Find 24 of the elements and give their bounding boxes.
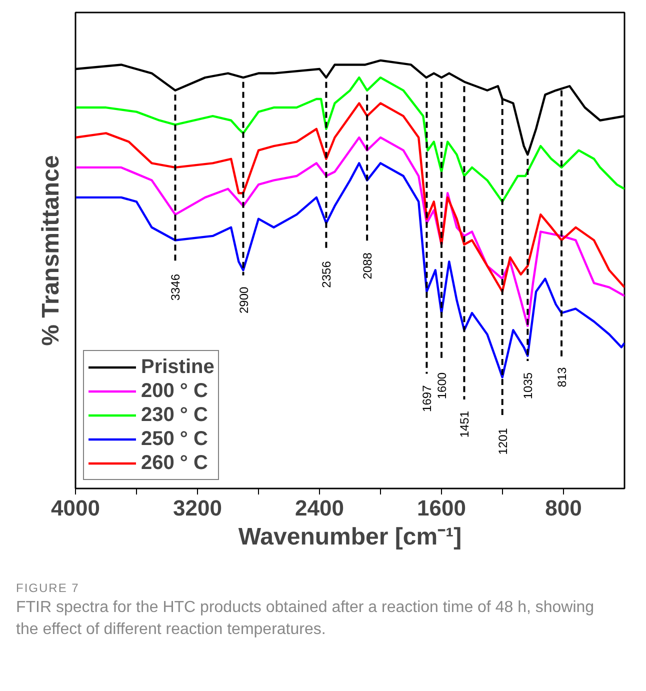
- text: FTIR spectra for the HTC products obtained after a reaction time of 48 h, showing the effect of different reaction temperatures.: [16, 598, 596, 640]
- x-tick-label: 3200: [173, 496, 222, 520]
- legend-label: 250 ° C: [141, 427, 208, 451]
- ref-line-label: 1451: [458, 410, 472, 438]
- ref-line-label: 1600: [435, 372, 449, 400]
- legend-label: 260 ° C: [141, 451, 208, 475]
- ref-line-label: 2900: [236, 286, 251, 314]
- ref-line-label: 1697: [420, 384, 434, 412]
- legend-label: Pristine: [141, 355, 214, 379]
- ref-line-label: 1201: [496, 428, 510, 455]
- x-axis-title: Wavenumber [cm⁻¹]: [238, 524, 462, 550]
- x-tick-label: 2400: [295, 496, 344, 520]
- ref-line-label: 813: [555, 366, 570, 388]
- legend-label: 230 ° C: [141, 403, 208, 427]
- ref-line-label: 1035: [521, 372, 536, 400]
- ref-line-label: 3346: [168, 274, 183, 301]
- x-tick-label: 1600: [417, 496, 466, 520]
- ref-line-label: 2088: [360, 252, 375, 280]
- y-axis-title: % Transmittance: [38, 155, 64, 346]
- x-tick-label: 4000: [51, 496, 100, 520]
- caption: FIGURE 7: [16, 580, 80, 597]
- legend-label: 200 ° C: [141, 379, 208, 403]
- ref-line-label: 2356: [320, 260, 334, 288]
- x-tick-label: 800: [545, 496, 582, 520]
